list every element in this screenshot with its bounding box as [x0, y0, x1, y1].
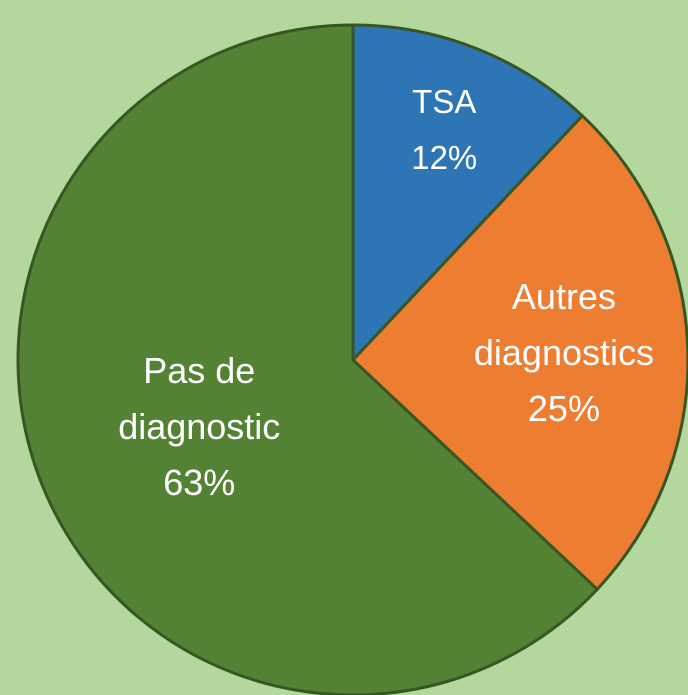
- category-label: TSA: [412, 82, 477, 120]
- value-label: 25%: [527, 388, 600, 430]
- pie-slice: [16, 23, 600, 695]
- pie-slice: [351, 23, 585, 364]
- slice-label: Autres diagnostics 25%: [454, 269, 674, 437]
- slice-label: TSA 12%: [384, 74, 504, 186]
- category-label: Autres diagnostics: [473, 276, 654, 374]
- value-label: 12%: [411, 138, 478, 176]
- category-label: Pas de diagnostic: [118, 349, 281, 447]
- value-label: 63%: [163, 461, 236, 503]
- slice-label: Pas de diagnostic 63%: [79, 343, 319, 511]
